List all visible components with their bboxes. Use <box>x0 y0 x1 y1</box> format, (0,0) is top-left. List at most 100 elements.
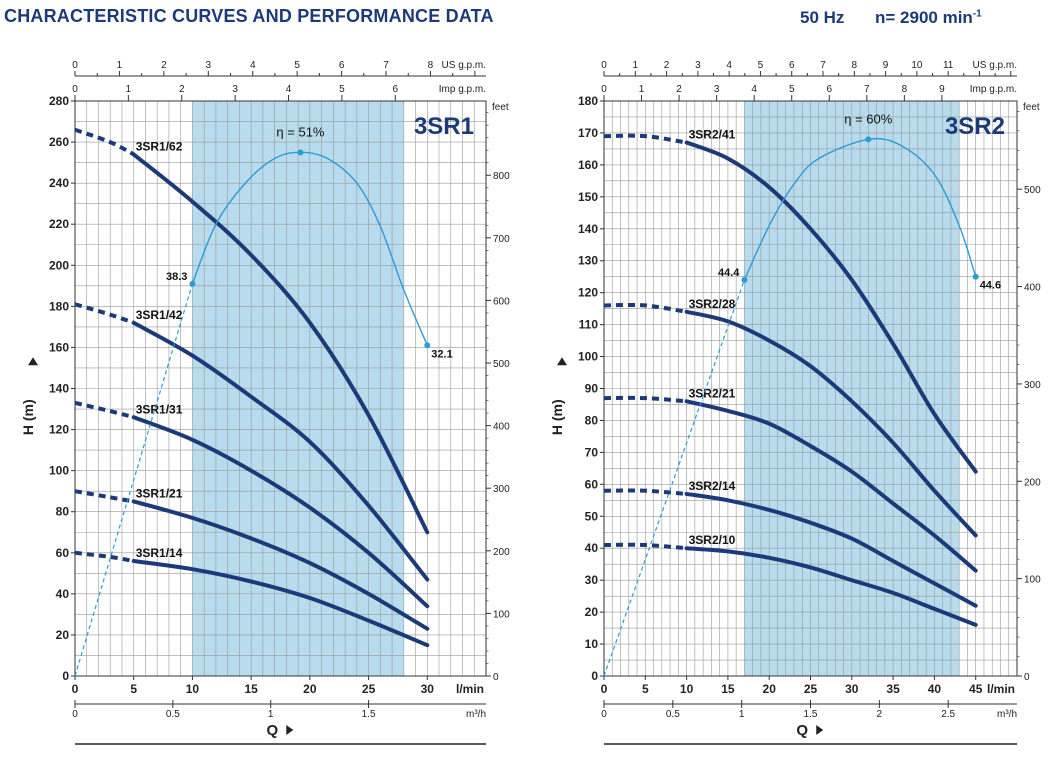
feet-tick-label: 800 <box>493 171 510 182</box>
feet-tick-label: 400 <box>1024 283 1041 294</box>
y-tick-label: 30 <box>585 573 599 587</box>
imp-gpm-tick-label: 4 <box>751 84 757 95</box>
series-dashed-line <box>74 489 135 504</box>
x-axis-arrow-icon <box>286 725 294 735</box>
feet-tick-label: 500 <box>493 359 510 370</box>
series-dashed-line <box>603 542 687 551</box>
series-label: 3SR2/10 <box>689 533 736 547</box>
us-gpm-tick-label: 4 <box>250 60 256 71</box>
frequency-label: 50 Hz <box>800 8 845 27</box>
x-axis-label: Q <box>796 722 808 739</box>
imp-gpm-tick-label: 9 <box>939 84 945 95</box>
series-dashed-line <box>74 400 135 420</box>
y-axis-arrow-icon <box>28 357 38 366</box>
us-gpm-tick-label: 1 <box>117 60 123 71</box>
m3h-unit-label: m³/h <box>466 709 486 720</box>
imp-gpm-tick-label: 6 <box>392 84 398 95</box>
m3h-tick-label: 1.5 <box>804 709 818 720</box>
us-gpm-tick-label: 2 <box>664 60 670 71</box>
imp-gpm-tick-label: 4 <box>286 84 292 95</box>
grid <box>603 100 1018 677</box>
y-axis-label: H (m) <box>20 399 36 435</box>
imp-gpm-tick-label: 2 <box>676 84 682 95</box>
feet-tick-label: 100 <box>493 609 510 620</box>
series-dashed-line <box>74 127 135 157</box>
y-tick-label: 0 <box>591 669 598 683</box>
feet-unit-label: feet <box>1023 102 1040 113</box>
y-axis-label: H (m) <box>549 399 565 435</box>
y-tick-label: 20 <box>56 628 70 642</box>
y-tick-label: 90 <box>585 382 599 396</box>
y-tick-label: 120 <box>578 286 598 300</box>
feet-tick-label: 100 <box>1024 575 1041 586</box>
imp-gpm-unit-label: Imp g.p.m. <box>439 84 486 95</box>
us-gpm-tick-label: 8 <box>428 60 434 71</box>
imp-gpm-tick-label: 0 <box>601 84 607 95</box>
y-tick-label: 110 <box>579 318 599 332</box>
imp-gpm-tick-label: 1 <box>639 84 645 95</box>
series-label: 3SR2/28 <box>689 297 736 311</box>
efficiency-dashed-line <box>603 279 745 677</box>
efficiency-point-label: 38.3 <box>166 271 187 283</box>
speed-exponent: -1 <box>972 8 982 20</box>
y-tick-label: 80 <box>585 413 599 427</box>
us-gpm-tick-label: 7 <box>383 60 389 71</box>
m3h-tick-label: 2.5 <box>941 709 955 720</box>
imp-gpm-tick-label: 1 <box>126 84 132 95</box>
y-tick-label: 220 <box>49 217 69 231</box>
series-line <box>131 559 430 648</box>
imp-gpm-tick-label: 8 <box>902 84 908 95</box>
y-tick-label: 40 <box>585 541 599 555</box>
feet-tick-label: 200 <box>493 547 510 558</box>
efficiency-marker <box>297 149 304 156</box>
y-tick-label: 240 <box>49 176 69 190</box>
series-line <box>684 546 978 627</box>
y-tick-label: 60 <box>585 477 599 491</box>
feet-tick-label: 600 <box>493 296 510 307</box>
efficiency-line <box>191 151 428 346</box>
feet-tick-label: 300 <box>1024 380 1041 391</box>
m3h-tick-label: 1 <box>268 709 274 720</box>
x-tick-label: 20 <box>303 682 317 696</box>
speed-label: n= 2900 min-1 <box>875 8 982 28</box>
m3h-tick-label: 0.5 <box>166 709 180 720</box>
imp-gpm-tick-label: 2 <box>179 84 185 95</box>
efficiency-dashed-line <box>74 283 193 677</box>
efficiency-point-label: 44.4 <box>718 267 740 279</box>
series-dashed-line <box>603 133 687 145</box>
y-tick-label: 60 <box>56 546 70 560</box>
y-tick-label: 260 <box>49 135 69 149</box>
y-tick-label: 100 <box>578 350 598 364</box>
series-label: 3SR2/21 <box>689 386 736 400</box>
x-axis-label: Q <box>266 722 278 739</box>
us-gpm-tick-label: 8 <box>852 60 858 71</box>
x-tick-label: 5 <box>130 682 137 696</box>
series-dashed-line <box>74 302 135 325</box>
series-line <box>684 309 978 538</box>
y-tick-label: 180 <box>578 94 598 108</box>
series-line <box>684 491 978 608</box>
imp-gpm-tick-label: 3 <box>232 84 238 95</box>
efficiency-marker <box>424 342 431 349</box>
x-tick-label: 35 <box>886 682 900 696</box>
feet-tick-label: 200 <box>1024 477 1041 488</box>
us-gpm-tick-label: 5 <box>294 60 300 71</box>
us-gpm-tick-label: 9 <box>883 60 889 71</box>
imp-gpm-tick-label: 7 <box>864 84 870 95</box>
us-gpm-tick-label: 11 <box>943 60 954 71</box>
series-label: 3SR1/21 <box>136 486 183 500</box>
m3h-unit-label: m³/h <box>997 709 1017 720</box>
series-line <box>684 140 978 474</box>
series-line <box>684 399 978 573</box>
efficiency-marker <box>741 276 748 283</box>
y-tick-label: 150 <box>578 190 598 204</box>
imp-gpm-tick-label: 5 <box>789 84 795 95</box>
series-line <box>131 320 430 582</box>
efficiency-label: η = 60% <box>844 111 893 126</box>
series-dashed-line <box>603 488 687 496</box>
series-line <box>131 152 430 535</box>
y-tick-label: 180 <box>49 299 69 313</box>
x-unit-label: l/min <box>456 682 484 696</box>
us-gpm-tick-label: 6 <box>339 60 345 71</box>
